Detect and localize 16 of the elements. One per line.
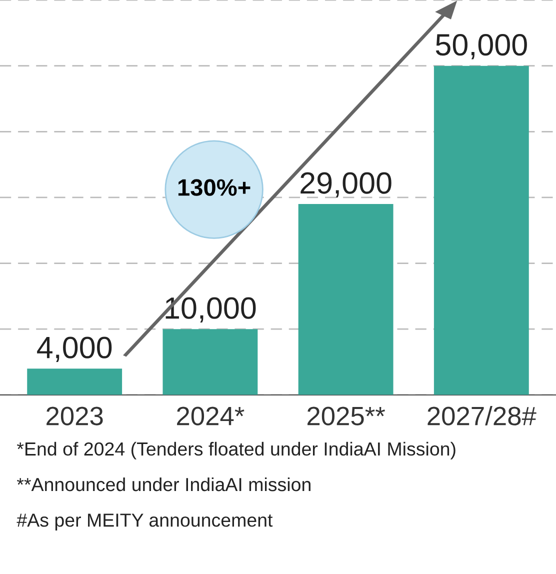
x-tick-label: 2023 [46,406,103,426]
bar [27,368,122,395]
data-label: 29,000 [300,172,392,198]
data-label: 10,000 [166,297,256,322]
text: **Announced under IndiaAI mission [16,477,310,492]
bar [298,204,394,395]
x-tick-label: 2027/28# [428,406,536,426]
text: #As per MEITY announcement [16,514,273,531]
bar [162,329,258,395]
data-label: 50,000 [436,34,527,60]
text: *End of 2024 (Tenders floated under IndiaAI Mission) [16,442,456,460]
data-label: 4,000 [37,336,112,362]
x-tick-label: 2025** [308,406,386,426]
annotation: 130%+ [178,179,250,196]
bar [434,66,529,395]
x-tick-label: 2024* [177,406,244,426]
